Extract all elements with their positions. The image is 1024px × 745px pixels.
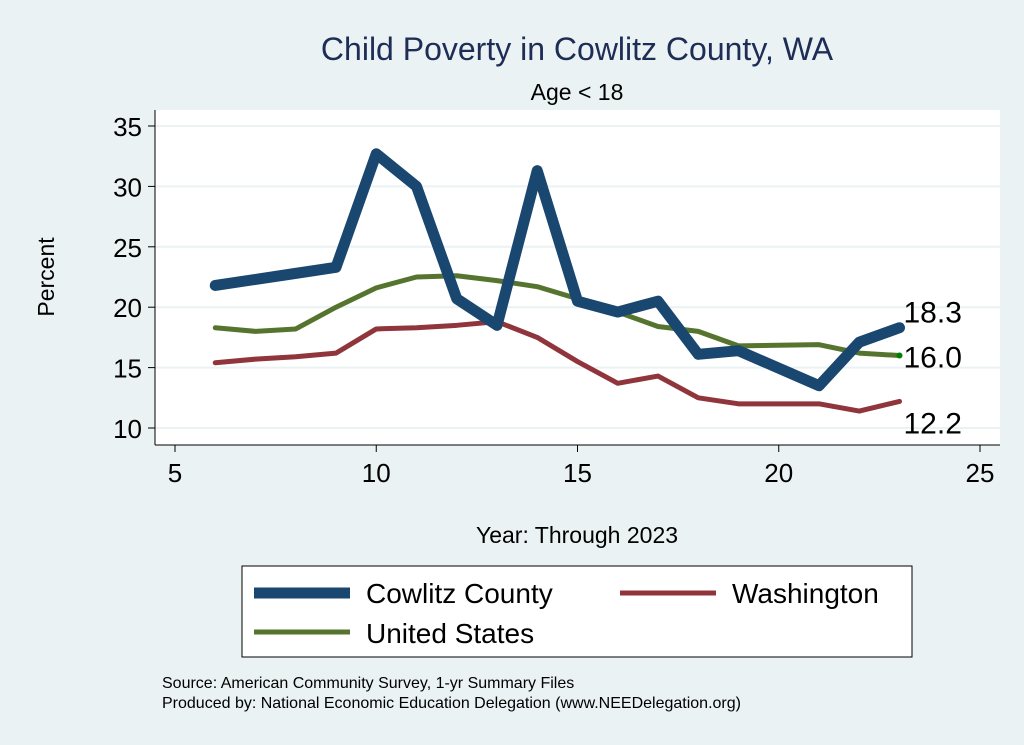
y-tick-label: 15 (113, 354, 142, 384)
legend-label-washington: Washington (732, 578, 879, 609)
y-tick-label: 25 (113, 233, 142, 263)
legend: Cowlitz County Washington United States (241, 565, 913, 658)
x-axis-label: Year: Through 2023 (476, 522, 678, 548)
legend-label-us: United States (366, 618, 534, 649)
end-marker (896, 352, 903, 359)
y-tick-label: 20 (113, 293, 142, 323)
series-line-us (212, 273, 902, 359)
y-axis-label: Percent (33, 237, 59, 317)
series-line-washington (212, 319, 902, 414)
end-label: 18.3 (904, 297, 962, 330)
end-label: 12.2 (904, 407, 962, 440)
source-note: Source: American Community Survey, 1-yr … (162, 675, 574, 692)
chart-subtitle: Age < 18 (531, 79, 624, 105)
producer-note: Produced by: National Economic Education… (162, 695, 741, 712)
x-tick-label: 25 (966, 458, 995, 488)
y-tick-label: 10 (113, 414, 142, 444)
chart-title: Child Poverty in Cowlitz County, WA (321, 31, 834, 67)
x-tick-label: 15 (563, 458, 592, 488)
x-tick-label: 20 (764, 458, 793, 488)
legend-label-cowlitz: Cowlitz County (366, 578, 553, 609)
series-line-cowlitz (209, 148, 905, 392)
x-tick-label: 10 (362, 458, 391, 488)
x-tick-label: 5 (168, 458, 182, 488)
y-tick-label: 35 (113, 112, 142, 142)
y-tick-label: 30 (113, 172, 142, 202)
end-label: 16.0 (904, 342, 962, 375)
